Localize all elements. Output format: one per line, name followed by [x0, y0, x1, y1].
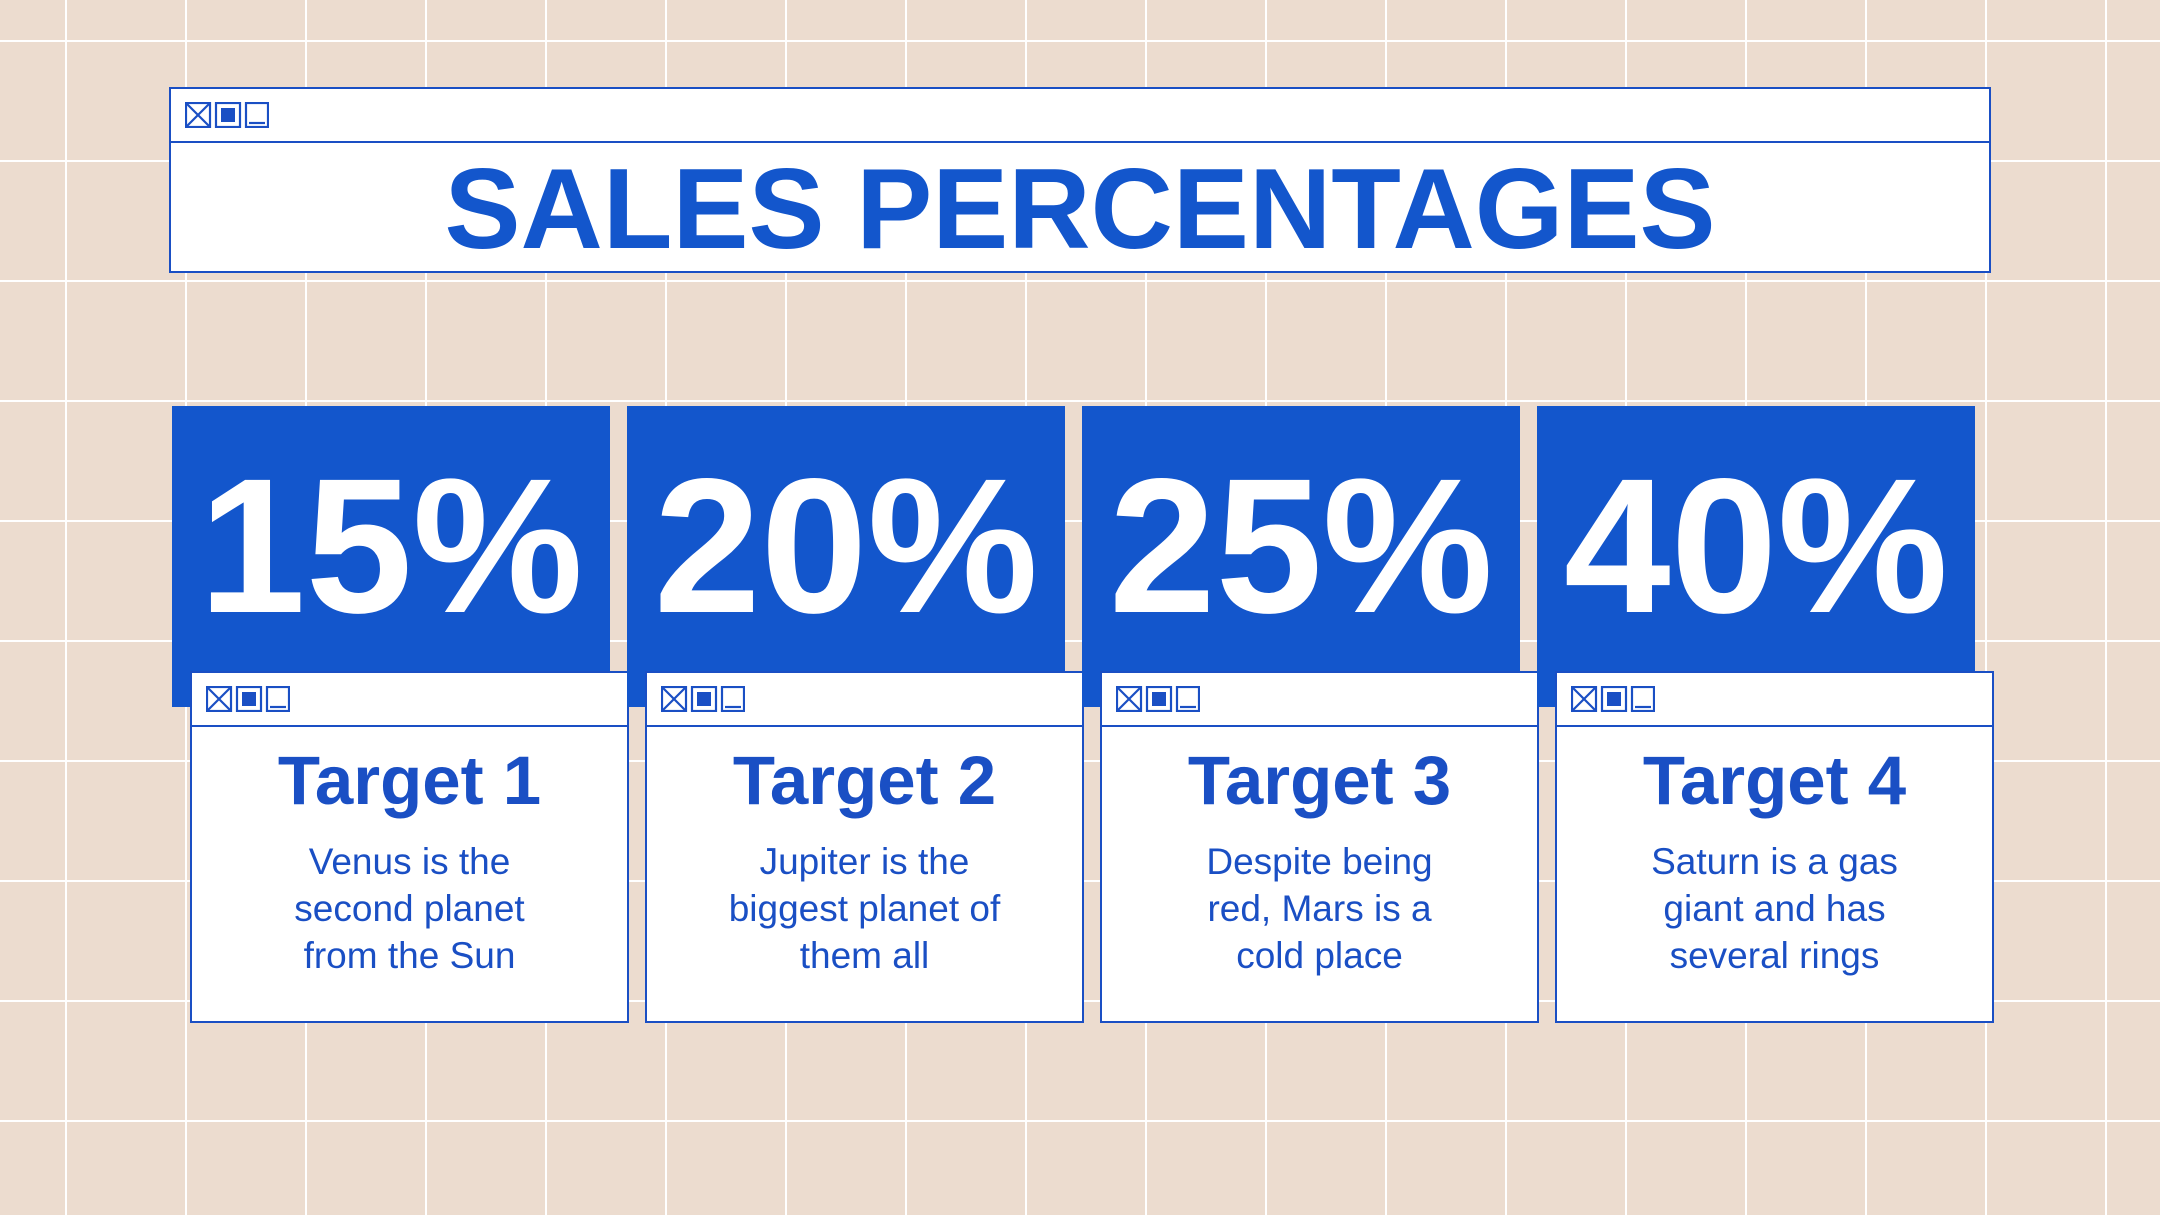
description-line: several rings — [1669, 935, 1880, 976]
description-line: Venus is the — [308, 841, 511, 882]
description-line: second planet — [294, 888, 525, 929]
window-icons — [661, 686, 745, 712]
window-bar — [1102, 673, 1537, 727]
window-bar — [647, 673, 1082, 727]
card-title: Target 1 — [277, 742, 542, 819]
window-icons — [1571, 686, 1655, 712]
card-description: Venus is the second planet from the Sun — [192, 838, 627, 979]
title: SALES PERCENTAGES — [444, 146, 1716, 273]
window-icons — [206, 686, 290, 712]
card-window: Target 4 Saturn is a gas giant and has seve… — [1555, 671, 1994, 1023]
description-line: Despite being — [1206, 841, 1433, 882]
percent-box: 25% — [1082, 406, 1520, 707]
percent-box: 40% — [1537, 406, 1975, 707]
card-description: Despite being red, Mars is a cold place — [1102, 838, 1537, 979]
window-bar — [1557, 673, 1992, 727]
card-description: Saturn is a gas giant and has several ring… — [1557, 838, 1992, 979]
description-line: biggest planet of — [728, 888, 1001, 929]
card-window: Target 2 Jupiter is the biggest planet of t… — [645, 671, 1084, 1023]
card-window: Target 1 Venus is the second planet from th… — [190, 671, 629, 1023]
description-line: giant and has — [1663, 888, 1886, 929]
description-line: from the Sun — [303, 935, 516, 976]
window-bar — [171, 89, 1989, 143]
window-icons — [185, 102, 269, 128]
card-title: Target 2 — [732, 742, 997, 819]
description-line: Jupiter is the — [759, 841, 970, 882]
card-title: Target 3 — [1187, 742, 1452, 819]
window-bar — [192, 673, 627, 727]
card-description: Jupiter is the biggest planet of them all — [647, 838, 1082, 979]
window-icons — [1116, 686, 1200, 712]
card-title: Target 4 — [1642, 742, 1907, 819]
description-line: red, Mars is a — [1207, 888, 1432, 929]
percent-box: 15% — [172, 406, 610, 707]
title-window: SALES PERCENTAGES — [169, 87, 1991, 273]
description-line: cold place — [1236, 935, 1403, 976]
percent-box: 20% — [627, 406, 1065, 707]
description-line: them all — [799, 935, 930, 976]
description-line: Saturn is a gas — [1651, 841, 1898, 882]
card-window: Target 3 Despite being red, Mars is a cold … — [1100, 671, 1539, 1023]
